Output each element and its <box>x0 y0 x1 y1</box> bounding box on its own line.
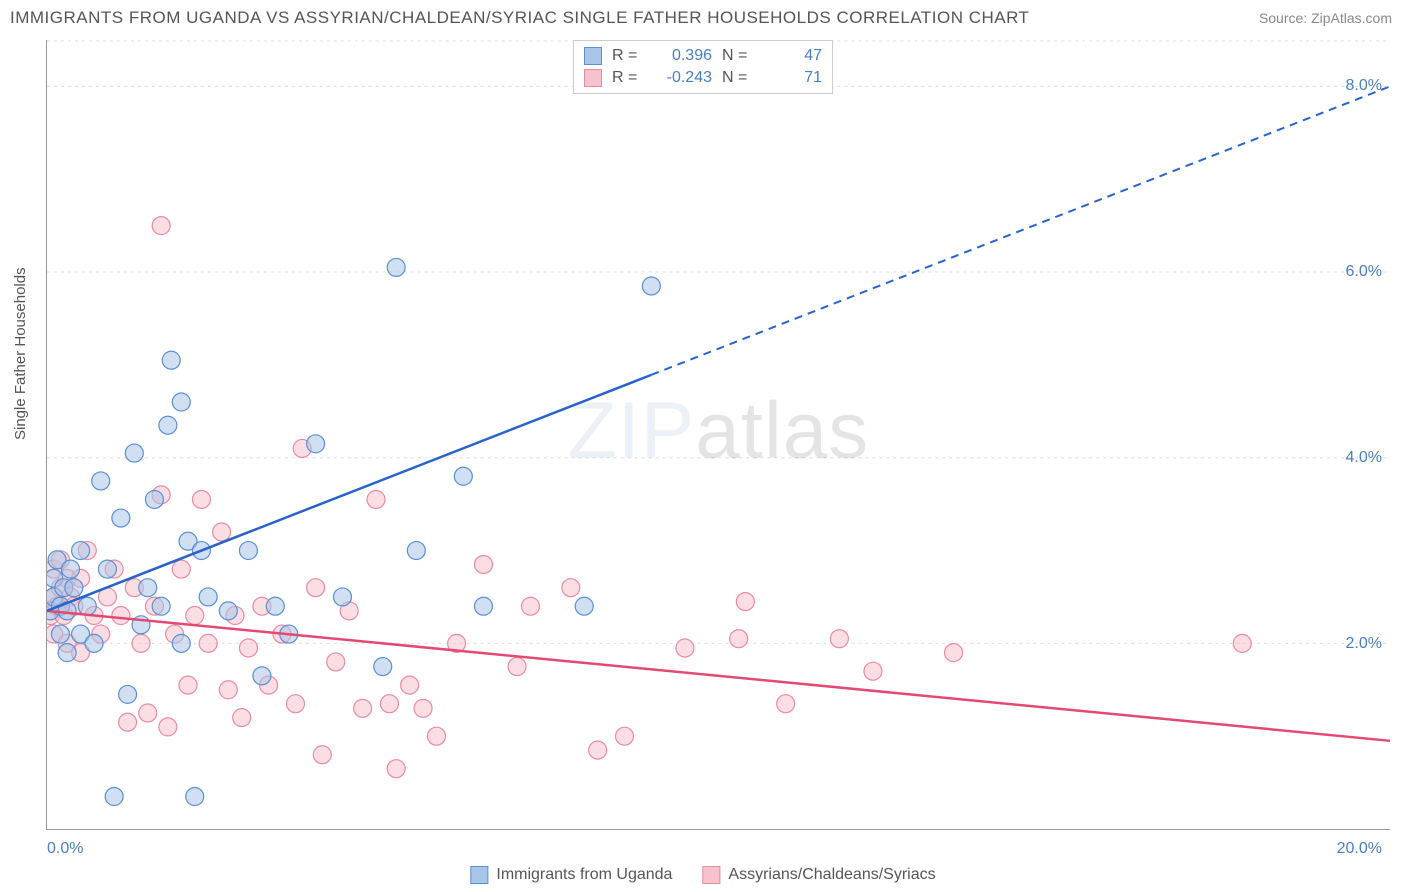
legend-item-series2: Assyrians/Chaldeans/Syriacs <box>702 866 935 884</box>
legend-swatch-series1 <box>584 47 602 65</box>
y-tick-label: 2.0% <box>1346 635 1382 653</box>
legend-swatch-series2 <box>584 69 602 87</box>
n-label: N = <box>722 69 752 87</box>
legend-row-series2: R = -0.243 N = 71 <box>584 67 822 89</box>
source-attribution: Source: ZipAtlas.com <box>1259 10 1392 26</box>
chart-title: IMMIGRANTS FROM UGANDA VS ASSYRIAN/CHALD… <box>10 8 1029 28</box>
n-value-series2: 71 <box>762 69 822 87</box>
y-tick-label: 8.0% <box>1346 77 1382 95</box>
y-axis-label: Single Father Households <box>12 267 29 440</box>
correlation-legend: R = 0.396 N = 47 R = -0.243 N = 71 <box>573 40 833 94</box>
legend-swatch-series1 <box>470 866 488 884</box>
r-label: R = <box>612 69 642 87</box>
plot-area: ZIPatlas 2.0%4.0%6.0%8.0% 0.0%20.0% <box>46 40 1390 830</box>
legend-item-series1: Immigrants from Uganda <box>470 866 672 884</box>
y-tick-label: 6.0% <box>1346 263 1382 281</box>
r-value-series2: -0.243 <box>652 69 712 87</box>
r-value-series1: 0.396 <box>652 47 712 65</box>
n-value-series1: 47 <box>762 47 822 65</box>
legend-label-series1: Immigrants from Uganda <box>496 866 672 884</box>
r-label: R = <box>612 47 642 65</box>
n-label: N = <box>722 47 752 65</box>
y-tick-label: 4.0% <box>1346 449 1382 467</box>
scatter-chart-svg <box>47 40 1390 829</box>
x-tick-label: 0.0% <box>47 840 83 858</box>
legend-row-series1: R = 0.396 N = 47 <box>584 45 822 67</box>
x-tick-label: 20.0% <box>1337 840 1382 858</box>
series-legend: Immigrants from Uganda Assyrians/Chaldea… <box>470 866 935 884</box>
legend-label-series2: Assyrians/Chaldeans/Syriacs <box>728 866 935 884</box>
legend-swatch-series2 <box>702 866 720 884</box>
